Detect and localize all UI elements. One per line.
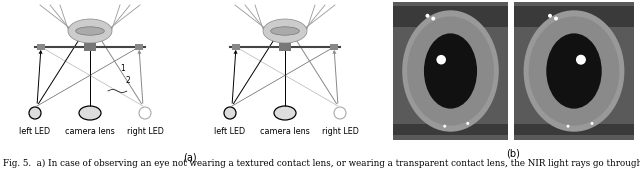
Circle shape: [225, 108, 236, 119]
Text: camera lens: camera lens: [65, 127, 115, 136]
Text: right LED: right LED: [127, 127, 163, 136]
Ellipse shape: [68, 19, 112, 43]
Bar: [232, 44, 240, 50]
Bar: [330, 44, 338, 50]
Bar: [84, 43, 96, 51]
Text: left LED: left LED: [214, 127, 246, 136]
Text: camera lens: camera lens: [260, 127, 310, 136]
Circle shape: [566, 125, 570, 128]
Circle shape: [431, 17, 435, 21]
FancyBboxPatch shape: [393, 6, 508, 27]
Bar: [393, 2, 508, 140]
Circle shape: [444, 125, 446, 128]
Ellipse shape: [407, 16, 494, 126]
Text: Fig. 5.  a) In case of observing an eye not wearing a textured contact lens, or : Fig. 5. a) In case of observing an eye n…: [3, 159, 640, 168]
Ellipse shape: [547, 33, 602, 109]
Ellipse shape: [402, 10, 499, 132]
Bar: [37, 44, 45, 50]
Text: left LED: left LED: [19, 127, 51, 136]
Circle shape: [467, 122, 469, 125]
FancyBboxPatch shape: [514, 6, 634, 27]
Bar: [135, 44, 143, 50]
FancyBboxPatch shape: [393, 124, 508, 135]
Ellipse shape: [79, 107, 100, 120]
Ellipse shape: [424, 33, 477, 109]
Circle shape: [548, 14, 552, 18]
Text: (b): (b): [506, 148, 520, 158]
Text: 2: 2: [125, 76, 130, 85]
Ellipse shape: [275, 107, 296, 120]
Circle shape: [576, 55, 586, 65]
Text: (a): (a): [183, 152, 197, 162]
Ellipse shape: [524, 10, 625, 132]
Circle shape: [591, 122, 593, 125]
Ellipse shape: [76, 27, 104, 35]
Text: 1: 1: [120, 64, 125, 73]
FancyBboxPatch shape: [514, 124, 634, 135]
Ellipse shape: [263, 19, 307, 43]
Text: right LED: right LED: [321, 127, 358, 136]
Circle shape: [554, 17, 558, 21]
Ellipse shape: [529, 16, 620, 126]
Circle shape: [426, 14, 429, 18]
Circle shape: [29, 108, 40, 119]
Bar: [514, 2, 634, 140]
Bar: [279, 43, 291, 51]
Ellipse shape: [271, 27, 300, 35]
Circle shape: [436, 55, 446, 64]
